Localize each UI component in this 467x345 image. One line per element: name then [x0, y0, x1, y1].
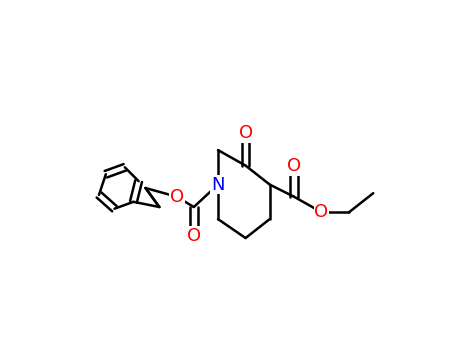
Text: N: N — [211, 176, 225, 194]
Text: O: O — [239, 124, 253, 142]
Text: O: O — [187, 227, 201, 245]
Text: O: O — [170, 188, 184, 206]
Text: O: O — [287, 157, 301, 175]
Text: O: O — [314, 203, 329, 221]
